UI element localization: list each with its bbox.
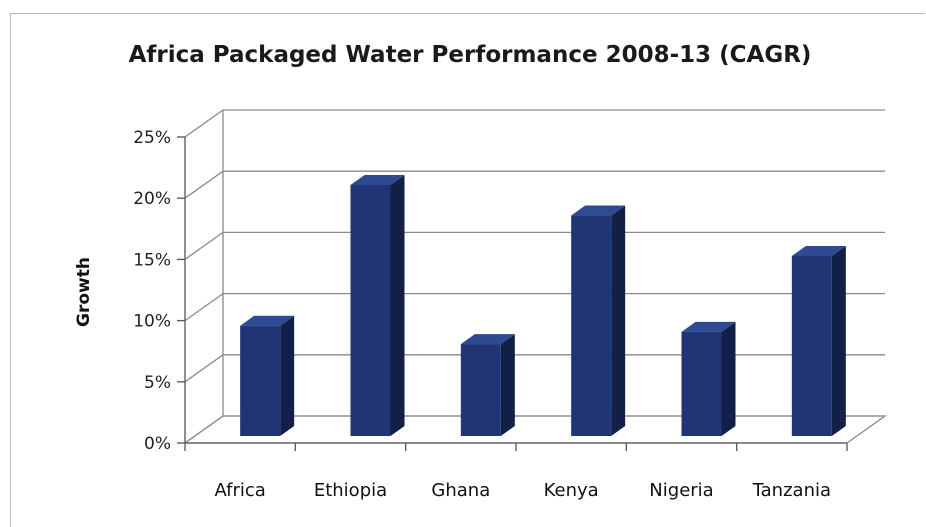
bar-side [390, 174, 405, 436]
gridline-diagonal [184, 354, 224, 383]
bar-front [571, 215, 612, 436]
gridline-diagonal [184, 231, 224, 260]
bar-front [240, 325, 281, 436]
category-labels: Africa Ethiopia Ghana Kenya Nigeria Tanzania [214, 480, 831, 501]
bar [681, 321, 736, 436]
gridline-diagonal [184, 293, 224, 322]
y-tick-label: 20% [133, 189, 171, 209]
bar-front [791, 255, 832, 436]
chart-title: Africa Packaged Water Performance 2008-1… [129, 42, 812, 68]
gridline-diagonal [184, 170, 224, 199]
bar-side [280, 315, 295, 436]
axes [177, 110, 888, 451]
x-tick-label: Africa [214, 480, 265, 501]
y-tick-label: 0% [144, 434, 171, 454]
x-tick-label: Ethiopia [314, 480, 387, 501]
bar [571, 205, 626, 436]
y-tick-label: 10% [133, 312, 171, 332]
bar [350, 174, 405, 436]
bar-top [571, 205, 626, 216]
x-tick-label: Tanzania [752, 480, 831, 501]
gridline-diagonal [184, 109, 224, 138]
bars [240, 174, 846, 436]
bar-side [500, 334, 515, 436]
bar [791, 245, 846, 436]
x-tick-label: Nigeria [649, 480, 713, 501]
bar-side [721, 321, 736, 436]
bar-top [240, 315, 295, 326]
x-tick-label: Ghana [431, 480, 490, 501]
y-tick-label: 5% [144, 373, 171, 393]
chart-frame [10, 13, 925, 527]
x-tick-label: Kenya [544, 480, 599, 501]
y-tick-labels: 0% 5% 10% 15% 20% 25% [133, 128, 171, 454]
bar-top [791, 245, 846, 256]
bar-front [350, 184, 391, 436]
y-tick-label: 25% [133, 128, 171, 148]
bar-top [460, 334, 515, 345]
bar [460, 334, 515, 436]
bar-side [611, 205, 626, 436]
bar-top [681, 321, 736, 332]
bar-top [350, 174, 405, 185]
y-tick-label: 15% [133, 250, 171, 270]
y-axis-label: Growth [74, 257, 94, 327]
bar [240, 315, 295, 436]
bar-front [460, 344, 501, 436]
bar-side [831, 245, 846, 436]
bar-front [681, 331, 722, 436]
